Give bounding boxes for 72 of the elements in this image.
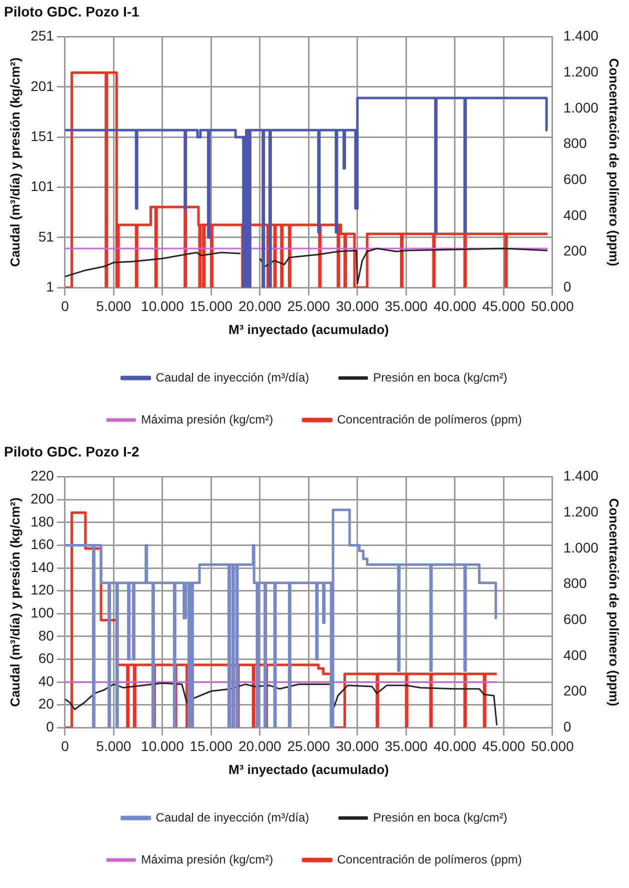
x-tick-label: 25.000: [287, 738, 330, 754]
x-tick-label: 15.000: [190, 738, 233, 754]
legend-label: Caudal de inyección (m³/día): [156, 370, 310, 384]
y2-tick-label: 200: [563, 682, 587, 699]
y-tick-label: 220: [30, 468, 54, 484]
y-tick-label: 180: [30, 513, 54, 530]
x-tick-label: 45.000: [482, 738, 526, 754]
y2-axis-title: Concentración de polímero (ppm): [606, 498, 622, 706]
chart-title: Piloto GDC. Pozo I-1: [4, 3, 140, 20]
y2-tick-label: 1.200: [563, 63, 599, 80]
y2-tick-label: 1.200: [563, 503, 599, 520]
y-tick-label: 51: [38, 228, 54, 244]
legend-label: Presión en boca (kg/cm²): [373, 810, 508, 824]
legend-label: Concentración de polímeros (ppm): [337, 412, 522, 426]
legend-label: Presión en boca (kg/cm²): [373, 370, 508, 384]
x-axis-title: M³ inyectado (acumulado): [228, 762, 389, 777]
x-tick-label: 50.000: [530, 298, 574, 314]
x-tick-label: 20.000: [238, 738, 282, 754]
chart-title: Piloto GDC. Pozo I-2: [4, 443, 140, 460]
x-tick-label: 10.000: [141, 738, 184, 754]
y-tick-label: 0: [46, 718, 54, 734]
y2-tick-label: 800: [563, 575, 587, 592]
x-tick-label: 25.000: [287, 298, 330, 314]
y2-tick-label: 400: [563, 646, 587, 663]
x-tick-label: 40.000: [433, 738, 477, 754]
x-tick-label: 5.000: [96, 298, 132, 314]
x-tick-label: 35.000: [384, 738, 428, 754]
y-tick-label: 101: [30, 178, 54, 194]
y2-tick-label: 600: [563, 610, 587, 627]
x-tick-label: 20.000: [238, 298, 282, 314]
x-tick-label: 15.000: [190, 298, 233, 314]
x-tick-label: 30.000: [336, 738, 380, 754]
y2-tick-label: 0: [563, 718, 572, 734]
y2-axis-title: Concentración de polímero (ppm): [606, 58, 622, 266]
y-tick-label: 100: [30, 604, 54, 620]
y-tick-label: 1: [46, 278, 54, 294]
y2-tick-label: 0: [563, 278, 572, 294]
legend-label: Máxima presión (kg/cm²): [141, 412, 274, 426]
x-tick-label: 40.000: [433, 298, 477, 314]
y2-tick-label: 800: [563, 135, 587, 152]
y-tick-label: 140: [30, 558, 54, 575]
y2-tick-label: 600: [563, 170, 587, 187]
x-tick-label: 50.000: [530, 738, 574, 754]
x-tick-label: 10.000: [141, 298, 184, 314]
y-tick-label: 200: [30, 490, 54, 506]
y2-tick-label: 1.400: [563, 468, 599, 484]
y-tick-label: 160: [30, 536, 54, 552]
y2-tick-label: 1.000: [563, 99, 599, 116]
y-tick-label: 20: [38, 696, 54, 712]
x-tick-label: 5.000: [96, 738, 132, 754]
x-tick-label: 45.000: [482, 298, 526, 314]
y2-tick-label: 1.400: [563, 28, 599, 44]
legend-label: Concentración de polímeros (ppm): [337, 852, 522, 866]
legend-label: Caudal de inyección (m³/día): [156, 810, 310, 824]
x-tick-label: 35.000: [384, 298, 428, 314]
y-tick-label: 201: [30, 78, 54, 94]
y2-tick-label: 200: [563, 242, 587, 259]
legend-label: Máxima presión (kg/cm²): [141, 852, 274, 866]
y-tick-label: 80: [38, 627, 54, 644]
y-axis-title: Caudal (m³/día) y presión (kg/cm²): [7, 497, 22, 707]
x-tick-label: 30.000: [336, 298, 380, 314]
y-tick-label: 251: [30, 28, 54, 44]
y-tick-label: 40: [38, 672, 54, 689]
y2-tick-label: 1.000: [563, 539, 599, 556]
y-tick-label: 60: [38, 650, 54, 666]
y-tick-label: 120: [30, 582, 54, 598]
x-tick-label: 0: [61, 738, 70, 754]
y-tick-label: 151: [30, 128, 54, 144]
y2-tick-label: 400: [563, 206, 587, 223]
x-tick-label: 0: [61, 298, 70, 314]
y-axis-title: Caudal (m³/día) y presión (kg/cm²): [7, 57, 22, 267]
x-axis-title: M³ inyectado (acumulado): [228, 322, 389, 337]
